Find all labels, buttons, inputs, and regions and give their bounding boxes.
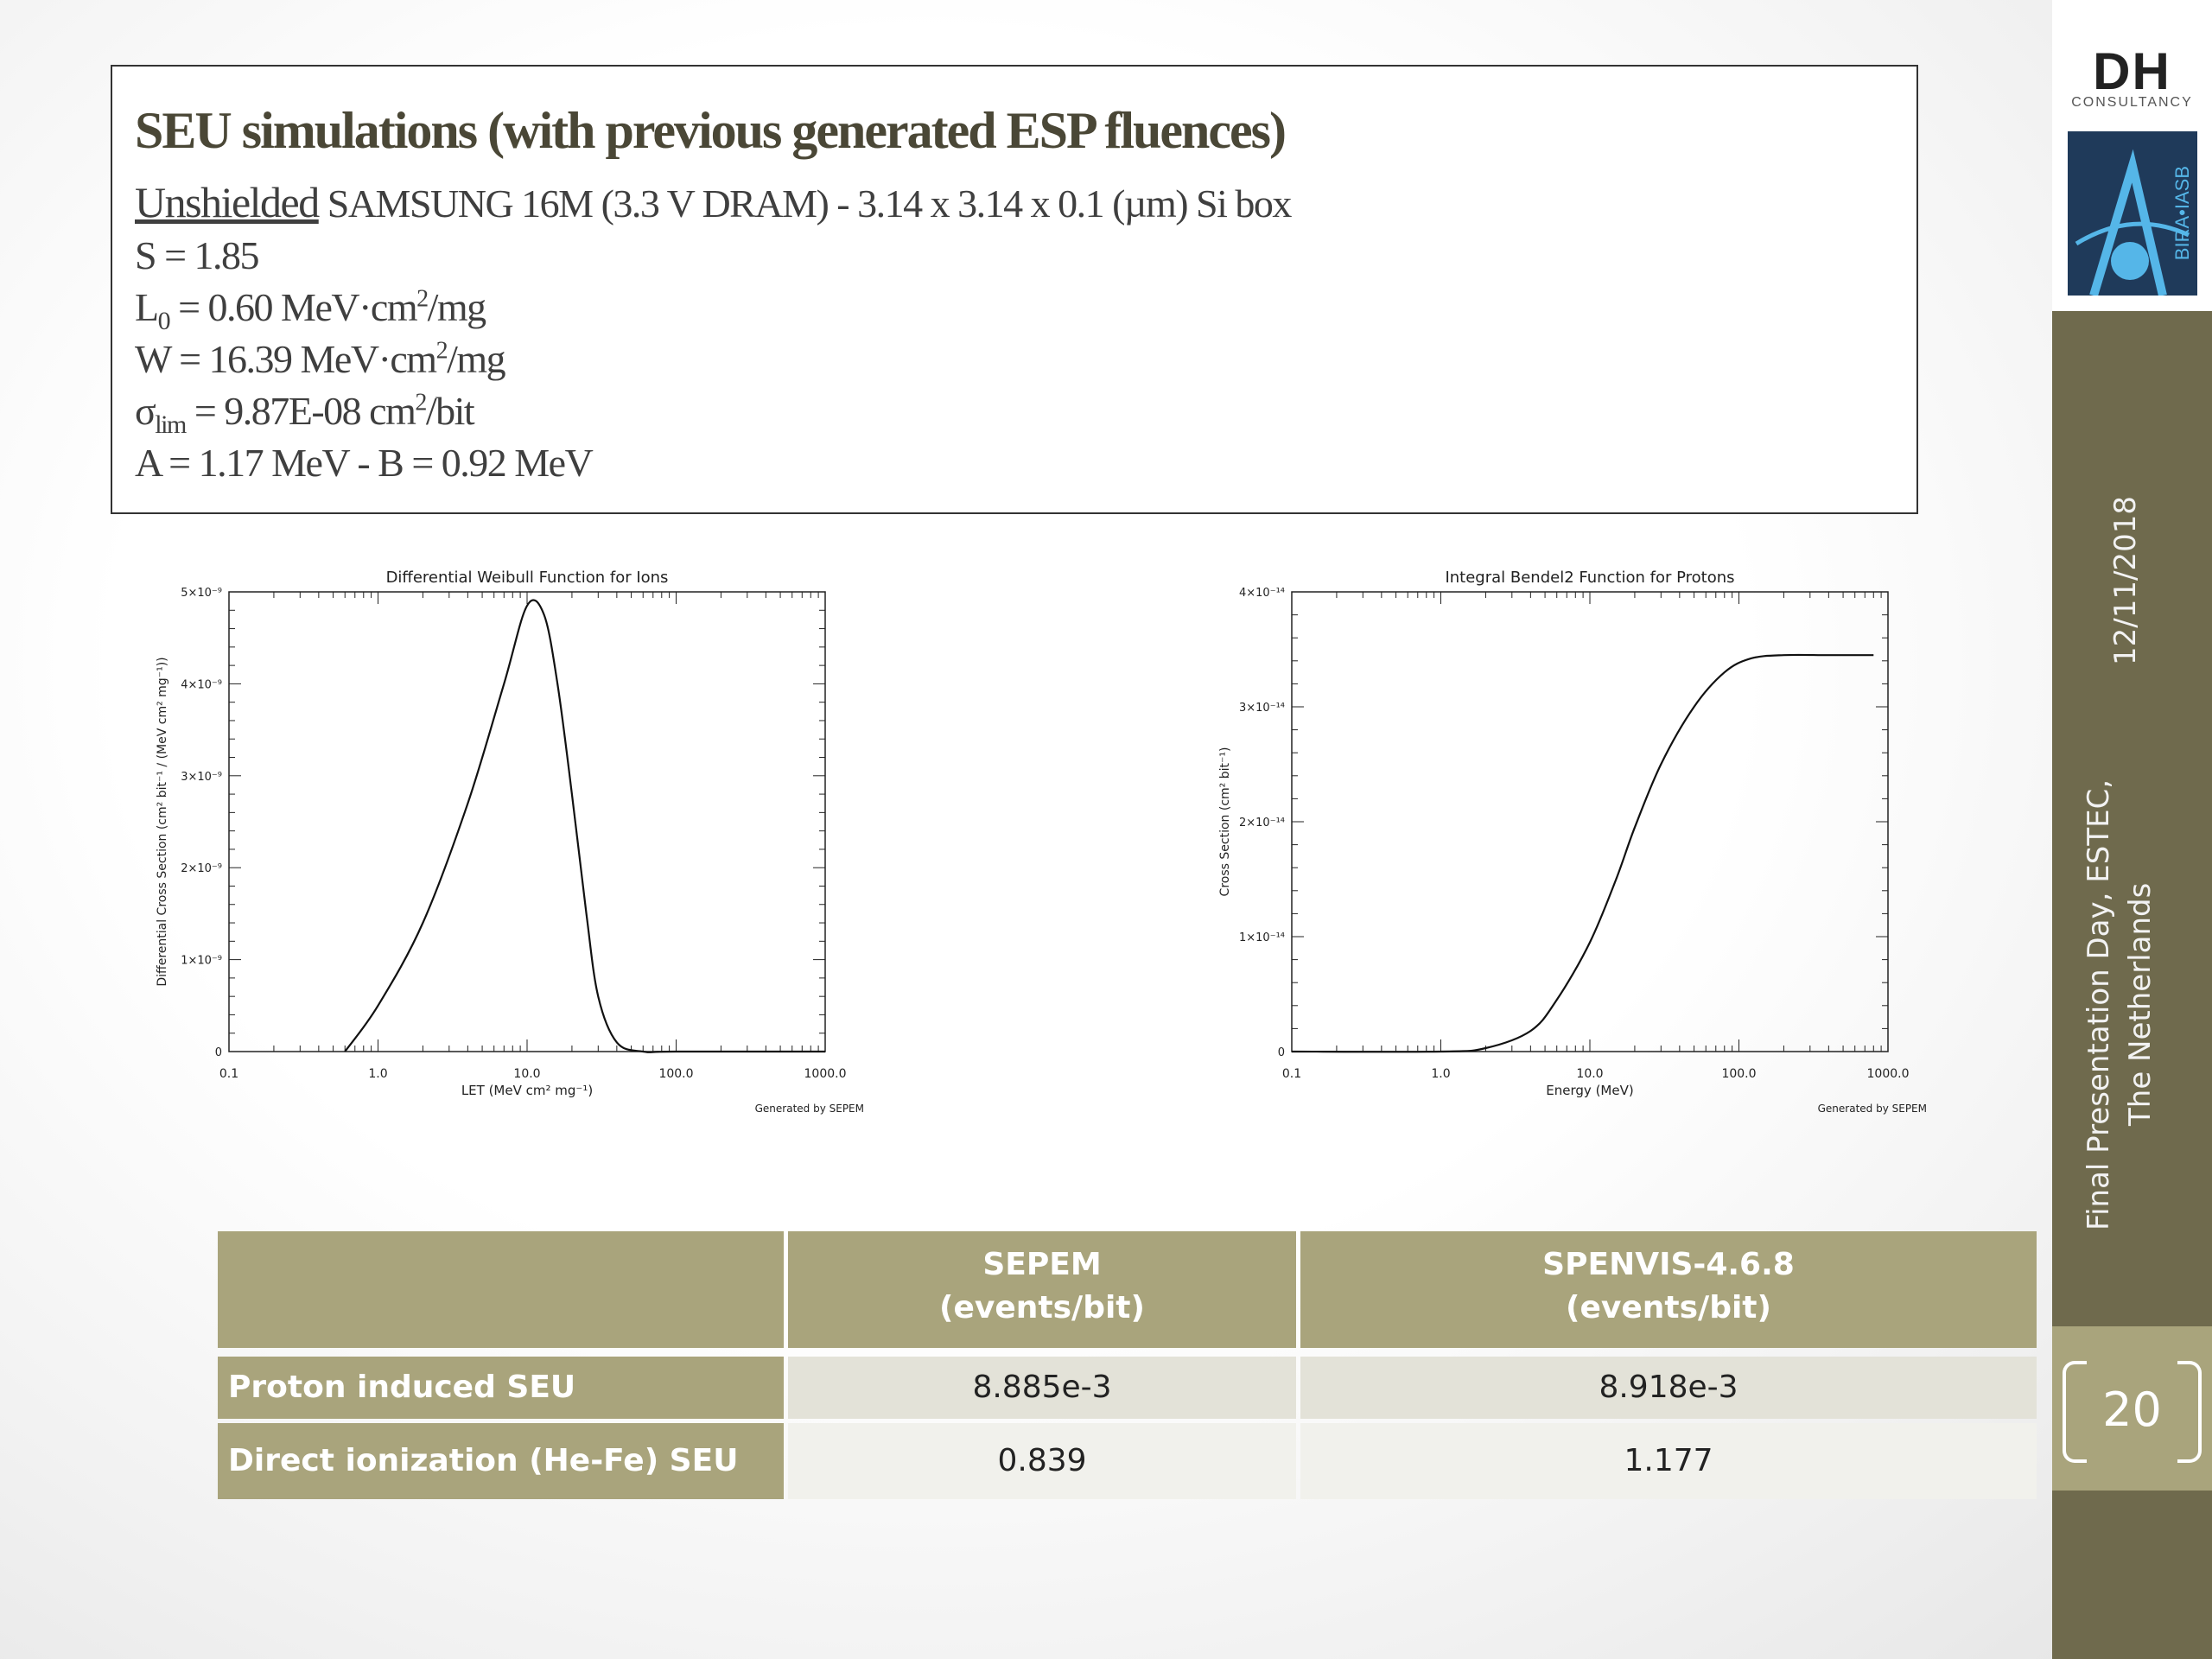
table-header-spenvis: SPENVIS-4.6.8 (events/bit) — [1300, 1231, 2037, 1348]
l0-superscript: 2 — [416, 285, 429, 313]
logo-text: DH — [2093, 42, 2171, 100]
x-tick-label: 1000.0 — [804, 1067, 847, 1081]
page-number-box: 20 — [2052, 1326, 2212, 1491]
x-axis-label: Energy (MeV) — [1546, 1083, 1633, 1098]
x-tick-label: 10.0 — [513, 1067, 540, 1081]
y-tick-label: 2×10⁻⁹ — [181, 862, 222, 875]
unshielded-label: Unshielded — [135, 178, 320, 226]
table-header-empty — [218, 1231, 784, 1348]
bira-logo-text: BIRA•IASB — [2171, 166, 2193, 261]
x-tick-label: 100.0 — [658, 1067, 693, 1081]
sigma-symbol: σ — [135, 389, 156, 433]
sepem-header-line1: SEPEM — [982, 1247, 1102, 1282]
bracket-right — [2177, 1361, 2202, 1463]
l0-value: = 0.60 MeV·cm — [169, 285, 418, 329]
bracket-left — [2063, 1361, 2087, 1463]
plot-frame — [1291, 591, 1889, 1052]
cell-direct-spenvis: 1.177 — [1300, 1423, 2037, 1499]
slide-title: SEU simulations (with previous generated… — [135, 102, 1287, 159]
weibull-chart: Differential Weibull Function for Ions 0.… — [147, 562, 881, 1128]
chart-title: Differential Weibull Function for Ions — [386, 569, 669, 587]
y-tick-label: 3×10⁻⁹ — [181, 771, 222, 784]
sigma-subscript: lim — [155, 410, 187, 440]
x-tick-label: 0.1 — [219, 1067, 238, 1081]
plot-frame — [228, 591, 826, 1052]
y-axis-label: Cross Section (cm² bit⁻¹) — [1218, 747, 1232, 897]
x-tick-label: 10.0 — [1576, 1067, 1603, 1081]
y-tick-label: 2×10⁻¹⁴ — [1239, 817, 1285, 830]
device-details: SAMSUNG 16M (3.3 V DRAM) - 3.14 x 3.14 x… — [318, 181, 1293, 226]
cell-proton-sepem: 8.885e-3 — [788, 1357, 1296, 1419]
l0-unit: /mg — [427, 285, 487, 329]
y-tick-label: 5×10⁻⁹ — [181, 587, 222, 600]
chart-footer: Generated by SEPEM — [1818, 1103, 1927, 1115]
sepem-header-line2: (events/bit) — [939, 1290, 1145, 1325]
y-tick-label: 0 — [215, 1046, 222, 1059]
y-tick-label: 1×10⁻⁹ — [181, 955, 222, 968]
presentation-date: 12/11/2018 — [2108, 496, 2143, 665]
chart-footer: Generated by SEPEM — [755, 1103, 864, 1115]
bira-logo-box: BIRA•IASB — [2068, 131, 2197, 297]
row-label-proton: Proton induced SEU — [218, 1357, 784, 1419]
spenvis-header-line2: (events/bit) — [1566, 1290, 1771, 1325]
w-parameter: W = 16.39 MeV·cm2/mg — [135, 336, 506, 382]
table-header-sepem: SEPEM (events/bit) — [788, 1231, 1296, 1348]
chart-title: Integral Bendel2 Function for Protons — [1445, 569, 1734, 587]
y-tick-label: 1×10⁻¹⁴ — [1239, 931, 1285, 944]
y-tick-label: 4×10⁻¹⁴ — [1239, 587, 1285, 600]
y-tick-label: 4×10⁻⁹ — [181, 678, 222, 691]
bira-logo-icon — [2075, 149, 2190, 297]
sigma-superscript: 2 — [415, 389, 427, 416]
x-axis-label: LET (MeV cm² mg⁻¹) — [461, 1083, 593, 1098]
x-tick-label: 100.0 — [1721, 1067, 1756, 1081]
spenvis-header-line1: SPENVIS-4.6.8 — [1542, 1247, 1795, 1282]
page-number: 20 — [2102, 1382, 2162, 1437]
venue-line-1: Final Presentation Day, ESTEC, — [2082, 779, 2116, 1230]
y-axis-label: Differential Cross Section (cm² bit⁻¹ / … — [156, 657, 169, 986]
w-unit: /mg — [447, 337, 506, 381]
l0-symbol: L — [135, 285, 159, 329]
s-parameter: S = 1.85 — [135, 233, 260, 277]
presentation-venue: Final Presentation Day, ESTEC, The Nether… — [2078, 778, 2161, 1231]
series-line — [344, 599, 825, 1053]
y-tick-label: 0 — [1278, 1046, 1285, 1059]
w-value: W = 16.39 MeV·cm — [135, 337, 437, 381]
parameters-box: SEU simulations (with previous generated… — [111, 65, 1918, 514]
x-tick-label: 1000.0 — [1867, 1067, 1910, 1081]
cell-proton-spenvis: 8.918e-3 — [1300, 1357, 2037, 1419]
y-tick-label: 3×10⁻¹⁴ — [1239, 702, 1285, 715]
x-tick-label: 1.0 — [1431, 1067, 1450, 1081]
x-tick-label: 1.0 — [368, 1067, 387, 1081]
bira-iasb-logo: BIRA•IASB — [2052, 121, 2212, 311]
sigma-value: = 9.87E-08 cm — [185, 389, 416, 433]
cell-direct-sepem: 0.839 — [788, 1423, 1296, 1499]
w-superscript: 2 — [435, 337, 448, 365]
l0-parameter: L0 = 0.60 MeV·cm2/mg — [135, 284, 486, 336]
venue-line-2: The Netherlands — [2123, 882, 2158, 1127]
sigma-unit: /bit — [425, 389, 475, 433]
logo-subtext: CONSULTANCY — [2071, 95, 2193, 110]
bendel-chart-svg: Integral Bendel2 Function for Protons 0.1… — [1218, 569, 1927, 1115]
sigma-parameter: σlim = 9.87E-08 cm2/bit — [135, 388, 475, 440]
device-description: Unshielded SAMSUNG 16M (3.3 V DRAM) - 3.… — [135, 177, 1293, 227]
x-tick-label: 0.1 — [1282, 1067, 1301, 1081]
bendel-chart: Integral Bendel2 Function for Protons 0.1… — [1210, 562, 1944, 1128]
row-label-direct-ionization: Direct ionization (He-Fe) SEU — [218, 1423, 784, 1499]
dh-consultancy-logo: DH CONSULTANCY — [2052, 0, 2212, 121]
l0-subscript: 0 — [157, 307, 171, 336]
series-line — [1291, 653, 1874, 1053]
weibull-chart-svg: Differential Weibull Function for Ions 0.… — [156, 569, 864, 1115]
ab-parameters: A = 1.17 MeV - B = 0.92 MeV — [135, 441, 594, 485]
